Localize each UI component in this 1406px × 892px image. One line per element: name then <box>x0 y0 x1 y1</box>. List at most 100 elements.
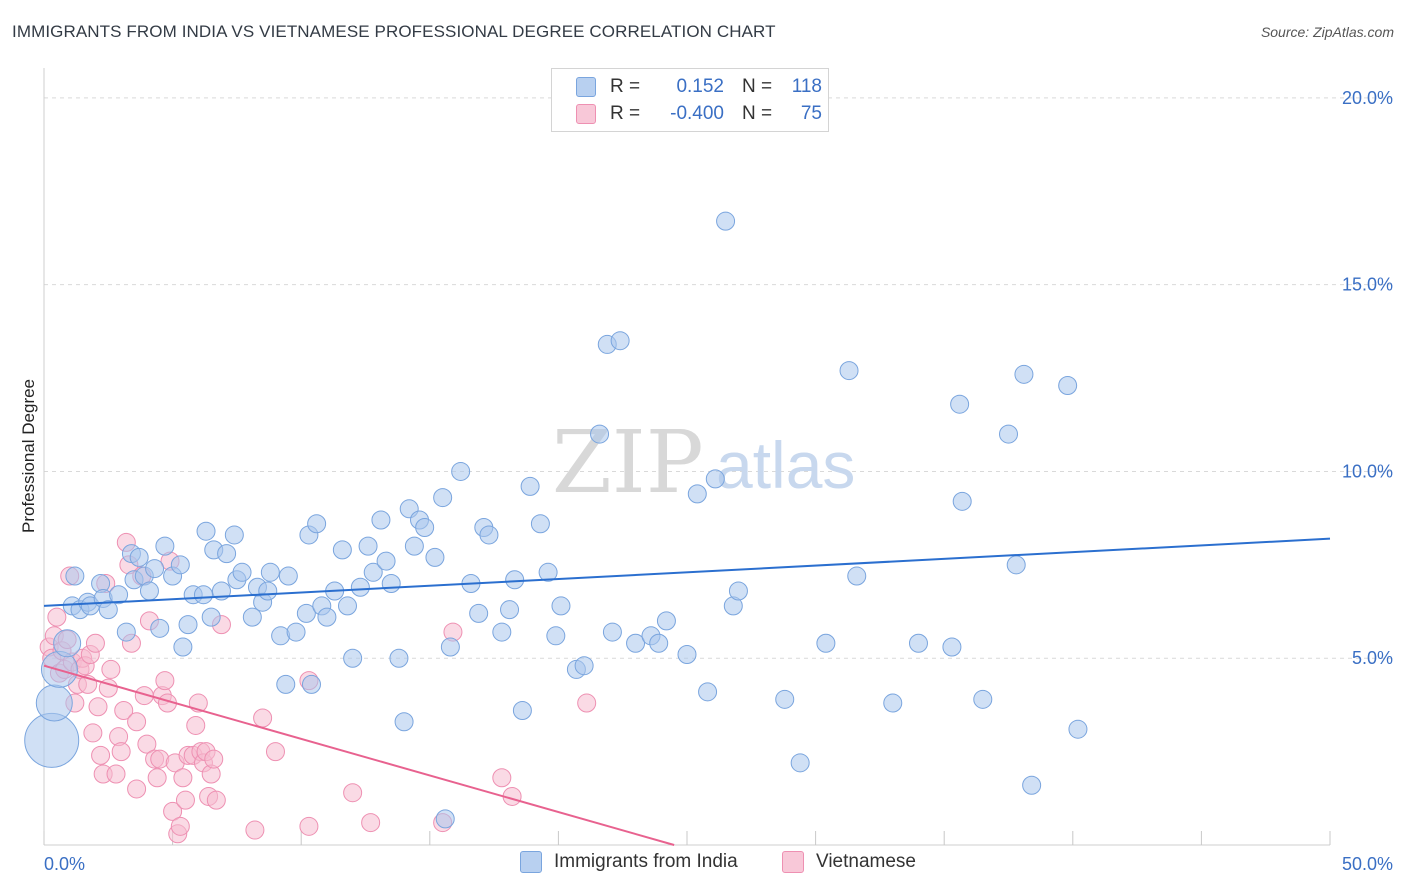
data-point <box>98 600 118 620</box>
data-point <box>973 689 993 709</box>
data-point <box>358 536 378 556</box>
data-point <box>85 633 105 653</box>
data-point <box>296 603 316 623</box>
data-point <box>492 622 512 642</box>
data-point <box>253 708 273 728</box>
data-point <box>127 712 147 732</box>
data-point <box>512 701 532 721</box>
data-point <box>24 712 80 768</box>
data-point <box>204 749 224 769</box>
data-point <box>307 514 327 534</box>
data-point <box>245 820 265 840</box>
series-legend-india: Immigrants from India <box>520 851 738 873</box>
data-point <box>677 644 697 664</box>
data-point <box>394 712 414 732</box>
data-point <box>435 809 455 829</box>
y-tick-label: 15.0% <box>1342 275 1393 295</box>
data-point <box>224 525 244 545</box>
data-point <box>950 394 970 414</box>
correlation-legend: R = 0.152 N = 118 R = -0.400 N = 75 <box>551 68 829 132</box>
data-point <box>839 361 859 381</box>
data-point <box>728 581 748 601</box>
data-point <box>520 476 540 496</box>
data-point <box>363 562 383 582</box>
data-point <box>479 525 499 545</box>
source-label: Source: ZipAtlas.com <box>1260 24 1394 40</box>
data-point <box>206 790 226 810</box>
data-point <box>343 783 363 803</box>
data-point <box>337 596 357 616</box>
legend-r-label: R = <box>610 76 641 97</box>
data-point <box>361 813 381 833</box>
legend-n-value: 118 <box>791 76 822 97</box>
data-point <box>381 574 401 594</box>
data-point <box>301 674 321 694</box>
data-point <box>500 600 520 620</box>
data-point <box>952 491 972 511</box>
data-point <box>847 566 867 586</box>
data-point <box>999 424 1018 444</box>
series-swatch-india <box>520 851 542 873</box>
data-point <box>371 510 391 530</box>
india-trend-line <box>43 537 1331 607</box>
data-point <box>286 622 306 642</box>
data-point <box>65 566 85 586</box>
watermark-atlas: atlas <box>716 428 855 502</box>
data-point <box>276 674 296 694</box>
data-point <box>451 461 471 481</box>
data-point <box>217 544 237 564</box>
data-point <box>1006 555 1026 575</box>
watermark-zip: ZIP <box>552 413 704 513</box>
data-point <box>47 607 67 627</box>
y-tick-label: 20.0% <box>1342 88 1393 108</box>
data-point <box>150 618 170 638</box>
data-point <box>577 693 597 713</box>
data-point <box>260 562 280 582</box>
legend-swatch-vietnamese <box>576 104 596 124</box>
data-point <box>551 596 571 616</box>
data-point <box>83 723 103 743</box>
data-point <box>626 633 646 653</box>
data-point <box>790 753 810 773</box>
data-point <box>317 607 337 627</box>
data-point <box>178 615 198 635</box>
series-legend-vietnamese: Vietnamese <box>782 851 916 873</box>
data-point <box>610 331 630 351</box>
data-point <box>908 633 928 653</box>
legend-row-vietnamese: R = -0.400 N = 75 <box>576 101 822 127</box>
data-point <box>656 611 676 631</box>
data-point <box>376 551 396 571</box>
data-point <box>88 697 108 717</box>
data-point <box>505 570 525 590</box>
data-point <box>170 555 190 575</box>
data-point <box>278 566 298 586</box>
data-point <box>232 562 252 582</box>
data-point <box>101 659 121 679</box>
data-point <box>186 715 206 735</box>
series-legend-label: Vietnamese <box>816 851 916 872</box>
data-point <box>170 816 190 836</box>
data-point <box>111 742 131 762</box>
data-point <box>91 745 111 765</box>
data-point <box>1058 376 1078 396</box>
data-point <box>175 790 195 810</box>
data-point <box>35 684 73 722</box>
data-point <box>687 484 707 504</box>
data-point <box>145 559 165 579</box>
data-point <box>649 633 669 653</box>
data-point <box>139 581 159 601</box>
legend-r-value: 0.152 <box>676 76 724 97</box>
x-tick-label: 50.0% <box>1342 854 1393 874</box>
data-point <box>129 547 149 567</box>
data-point <box>332 540 352 560</box>
data-point <box>116 622 136 642</box>
series-legend-label: Immigrants from India <box>554 851 738 872</box>
data-point <box>343 648 363 668</box>
data-point <box>53 629 82 658</box>
data-point <box>299 816 319 836</box>
trend-lines <box>43 537 1331 846</box>
legend-swatch-india <box>576 77 596 97</box>
data-point <box>147 768 167 788</box>
data-point <box>193 585 213 605</box>
